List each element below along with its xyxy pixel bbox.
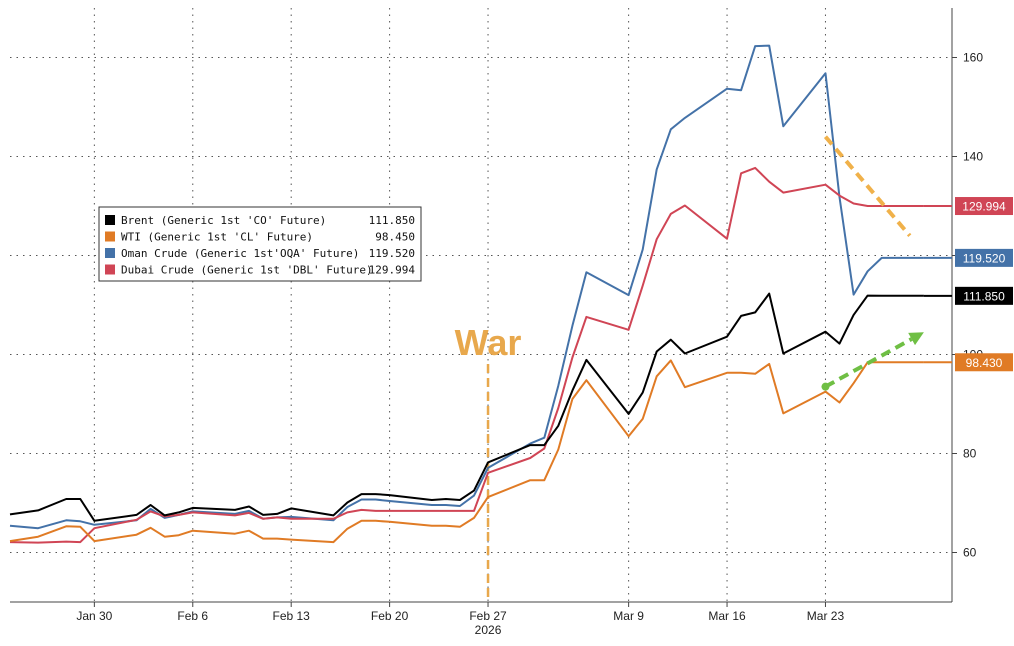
up-arrow-tail — [821, 382, 830, 391]
legend-name-2: Oman Crude (Generic 1st'OQA' Future) — [121, 247, 359, 260]
legend-name-3: Dubai Crude (Generic 1st 'DBL' Future) — [121, 264, 373, 277]
series-line-3 — [9, 166, 924, 544]
legend-name-0: Brent (Generic 1st 'CO' Future) — [121, 214, 326, 227]
up-arrow-head — [908, 332, 924, 346]
legend-value-1: 98.450 — [375, 231, 415, 244]
value-tag-0 — [955, 286, 1013, 305]
event-annotation: War — [455, 322, 522, 600]
legend-name-1: WTI (Generic 1st 'CL' Future) — [121, 231, 313, 244]
last-value-tags: 111.850 98.430 119.520 129.994 — [923, 197, 1013, 372]
axes — [10, 8, 957, 607]
value-tag-text-0: 111.850 — [963, 289, 1005, 303]
x-tick-label: Mar 16 — [708, 609, 746, 623]
trend-arrows — [821, 135, 924, 391]
x-tick-label: Mar 9 — [613, 609, 644, 623]
value-tag-1 — [955, 353, 1013, 372]
down-arrow-shaft — [823, 135, 912, 237]
up-arrow-shaft — [824, 337, 913, 389]
x-tick-label: Feb 20 — [371, 609, 409, 623]
legend-swatch-3 — [105, 264, 115, 275]
series-line-0 — [9, 292, 924, 522]
series-line-1 — [9, 359, 924, 544]
x-tick-label: Feb 13 — [273, 609, 311, 623]
legend-value-2: 119.520 — [369, 247, 415, 260]
legend-value-0: 111.850 — [369, 214, 415, 227]
y-tick-label: 140 — [963, 150, 983, 164]
y-tick-label: 160 — [963, 51, 983, 65]
value-tag-3 — [955, 197, 1013, 216]
x-tick-label: Feb 6 — [177, 609, 208, 623]
value-tag-2 — [955, 248, 1013, 267]
value-tag-text-3: 129.994 — [962, 200, 1006, 214]
legend-box — [98, 206, 422, 282]
year-label: 2026 — [475, 623, 502, 637]
value-tag-text-2: 119.520 — [963, 251, 1006, 265]
legend-swatch-2 — [105, 248, 115, 258]
x-tick-labels: 2026 Jan 30 Feb 6 Feb 13 Feb 20 Feb 27 Mar 9 M… — [76, 609, 844, 637]
x-tick-label: Mar 23 — [807, 609, 845, 623]
legend-value-3: 129.994 — [369, 264, 416, 277]
event-label: War — [455, 322, 522, 363]
legend-swatch-0 — [105, 215, 115, 225]
x-tick-label: Feb 27 — [469, 609, 507, 623]
legend-swatch-1 — [105, 231, 115, 242]
y-tick-label: 80 — [963, 447, 977, 461]
series-lines — [9, 44, 924, 544]
x-tick-label: Jan 30 — [76, 609, 112, 623]
y-tick-label: 60 — [963, 546, 977, 560]
legend: Brent (Generic 1st 'CO' Future) 111.850 WT… — [98, 206, 422, 282]
value-tag-text-1: 98.430 — [966, 356, 1003, 370]
